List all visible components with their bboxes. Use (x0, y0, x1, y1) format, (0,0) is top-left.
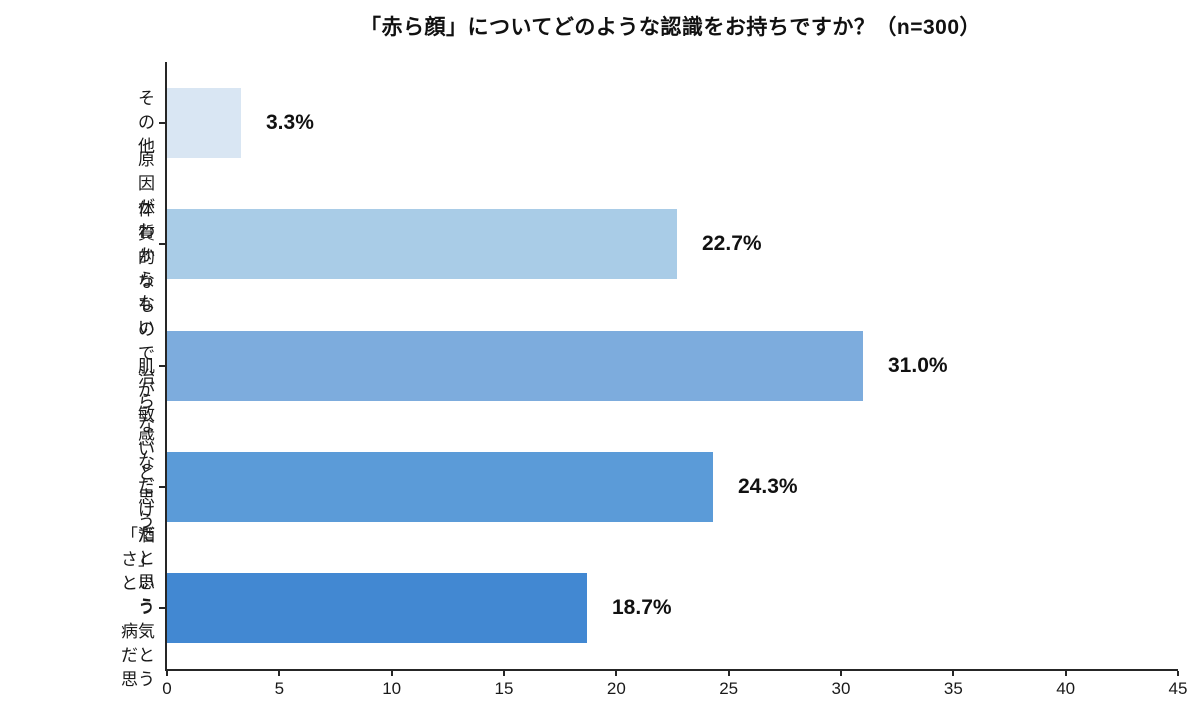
bar-value-label: 24.3% (738, 474, 798, 498)
bar-category-label: 肌が敏感 なだけだと思う (138, 356, 155, 616)
y-axis-tick (159, 364, 165, 367)
y-axis-tick (159, 243, 165, 246)
x-axis-tick-label: 5 (274, 679, 285, 698)
bar-value-label: 3.3% (266, 110, 314, 134)
bar-category-label: 体質的なもので 治らないと思う (138, 199, 155, 531)
bar (167, 209, 677, 280)
x-axis-tick-label: 10 (382, 679, 402, 698)
bar (167, 330, 863, 401)
x-axis-tick (840, 671, 842, 676)
y-axis-tick (159, 607, 165, 610)
x-axis-tick (503, 671, 505, 676)
x-axis-tick (390, 671, 393, 676)
x-axis-tick (166, 671, 168, 676)
y-axis-tick (159, 121, 165, 124)
x-axis-tick-label: 35 (943, 679, 963, 698)
x-axis-tick (727, 671, 730, 676)
x-axis-tick (1064, 671, 1067, 676)
bar (167, 87, 241, 158)
x-axis-tick (952, 671, 955, 676)
bar-value-label: 18.7% (612, 596, 672, 620)
bar-value-label: 31.0% (888, 353, 948, 377)
x-axis-tick-label: 40 (1056, 679, 1076, 698)
bar-category-label: 「酒さ」という 病気だと思う (121, 526, 155, 690)
bar-category-label: その他 (138, 88, 155, 156)
x-axis-tick-label: 25 (719, 679, 739, 698)
bar-value-label: 22.7% (702, 232, 762, 256)
x-axis-tick-label: 20 (606, 679, 626, 698)
x-axis-tick (615, 671, 618, 676)
x-axis-tick-label: 0 (162, 679, 172, 698)
chart-title: 「赤ら顔」についてどのような認識をお持ちですか？（n=300） (360, 16, 981, 39)
plot-area: その他 3.3% 原因が わからない 22.7% 体質的なもので 治らないと思う 31.0… (121, 62, 1187, 698)
y-axis-tick (159, 485, 165, 488)
x-axis-tick-label: 30 (831, 679, 851, 698)
x-axis-tick (278, 671, 281, 676)
bar (167, 573, 587, 644)
x-axis-tick-label: 45 (1168, 679, 1188, 698)
x-axis-tick-label: 15 (494, 679, 514, 698)
x-axis-tick (1177, 671, 1179, 676)
bar (167, 451, 713, 522)
bar-category-label: 原因が わからない (138, 150, 155, 338)
